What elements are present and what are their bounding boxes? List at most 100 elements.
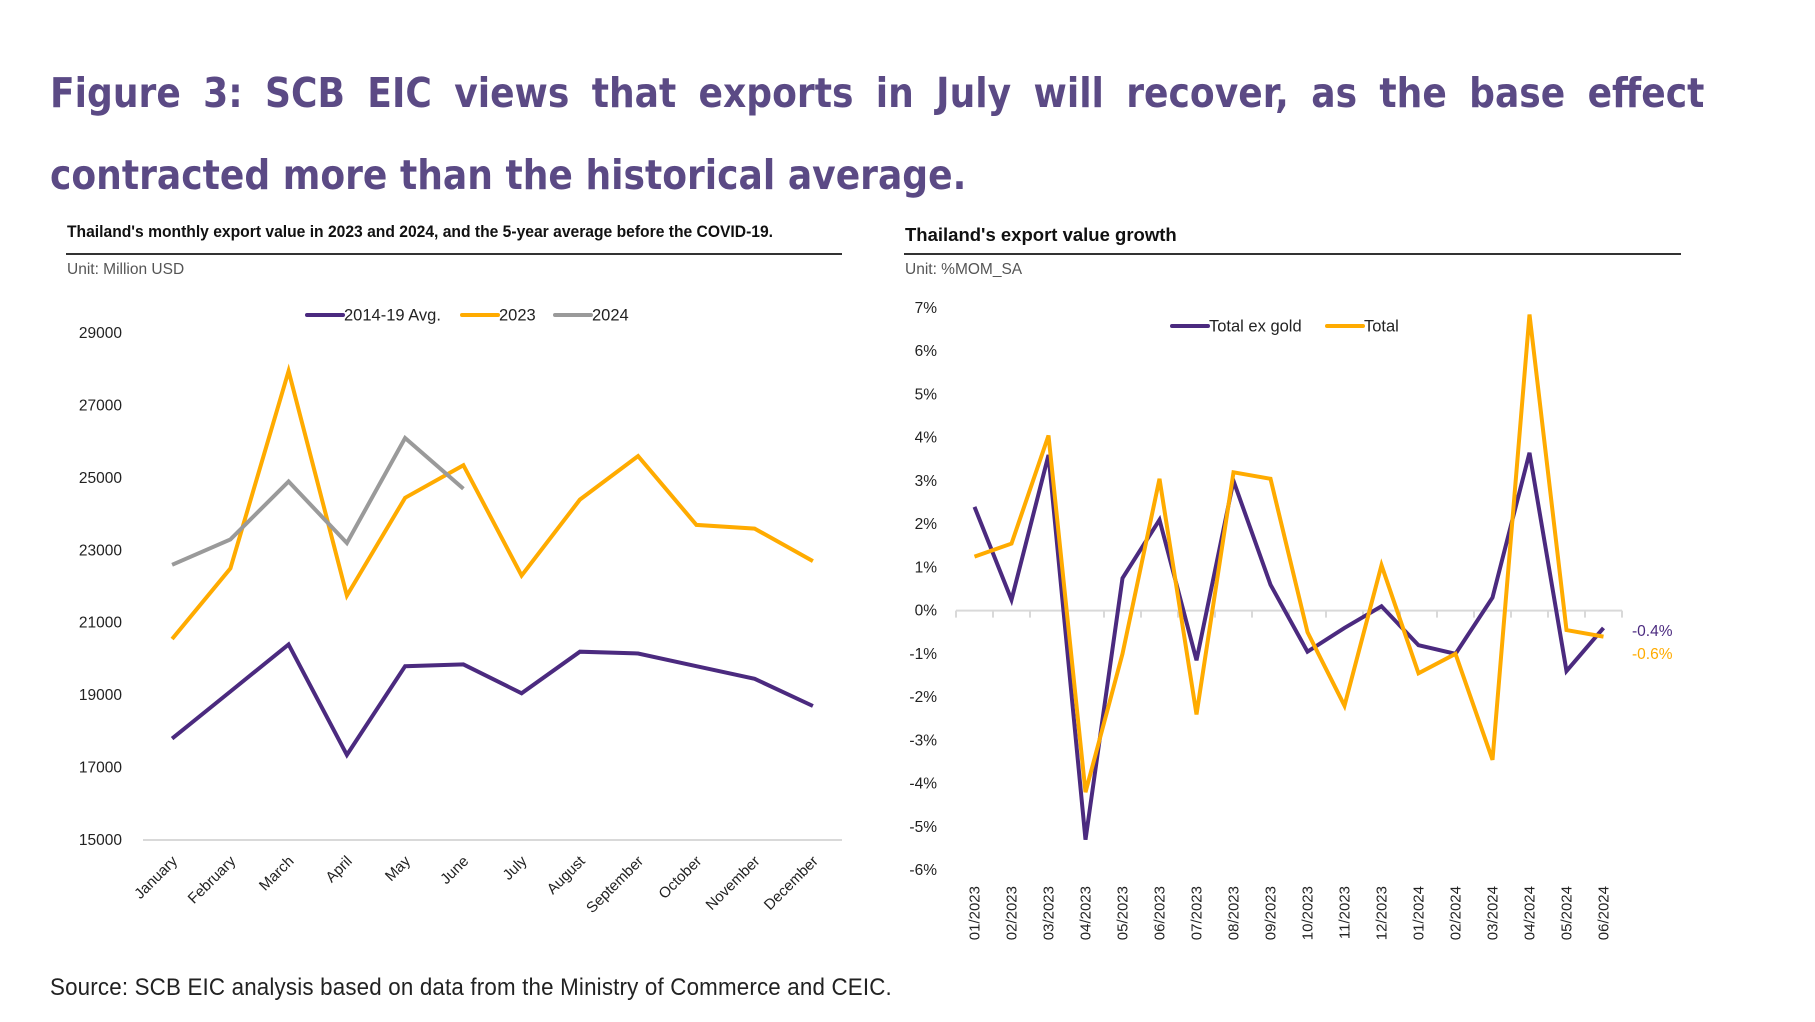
left-y-tick-label: 27000 [79,397,122,414]
right-data-point [1195,712,1199,716]
right-x-tick-label: 03/2023 [1041,886,1058,940]
right-data-point [1158,477,1162,481]
left-data-point [170,563,174,567]
left-x-tick-label: April [322,853,355,886]
figure-title: Figure 3: SCB EIC views that exports in … [50,69,1705,199]
right-data-point [1010,598,1014,602]
right-x-tick-label: 11/2023 [1337,886,1354,939]
left-data-point [403,496,407,500]
right-data-point [1528,312,1532,316]
right-end-label: -0.6% [1632,646,1673,663]
left-data-point [636,454,640,458]
right-data-point [1380,604,1384,608]
right-x-tick-label: 05/2024 [1559,886,1576,940]
left-data-point [228,690,232,694]
right-data-point [973,555,977,559]
right-x-tick-label: 04/2023 [1078,886,1095,940]
right-x-tick-label: 02/2024 [1448,886,1465,940]
left-data-point [228,537,232,541]
right-data-point [1084,838,1088,842]
left-data-point [811,704,815,708]
right-data-point [1380,563,1384,567]
right-data-point [1158,518,1162,522]
left-x-tick-label: October [655,853,705,903]
left-legend-label: 2024 [592,307,629,325]
left-x-tick-label: July [500,852,531,883]
right-y-tick-label: -3% [909,732,937,749]
right-y-tick-label: -4% [909,776,937,793]
right-series-line-total [973,314,1604,793]
right-x-tick-label: 07/2023 [1189,886,1206,940]
left-x-tick-label: August [544,852,590,898]
right-y-tick-label: 6% [915,343,938,360]
left-chart-group: 15000 17000 19000 21000 23000 25000 27000 29000… [79,307,842,917]
left-data-point [520,574,524,578]
right-x-tick-label: 08/2023 [1226,886,1243,940]
right-data-point [1528,451,1532,455]
right-data-point [1565,628,1569,632]
right-data-point [1232,470,1236,474]
right-series-line-total-ex-gold [972,452,1606,840]
left-data-point [403,664,407,668]
left-data-point [403,436,407,440]
right-data-point [1343,704,1347,708]
right-data-point [1047,434,1051,438]
left-data-point [578,498,582,502]
left-series-line-2023 [170,363,814,641]
left-y-tick-label: 29000 [79,325,122,342]
left-series-line-2024 [171,434,465,567]
right-data-point [1417,643,1421,647]
left-x-tick-label: September [583,853,647,917]
left-data-point [287,642,291,646]
right-x-tick-label: 06/2023 [1152,886,1169,940]
left-legend-label: 2014-19 Avg. [344,307,441,325]
left-data-point [694,523,698,527]
left-data-point [170,737,174,741]
right-chart-title-rule [904,253,1681,255]
right-y-tick-label: 3% [915,473,938,490]
right-data-point [1343,626,1347,630]
right-legend-label: Total ex gold [1209,318,1302,336]
left-x-tick-label: March [256,853,297,894]
left-data-point [287,369,291,373]
right-data-point [1306,650,1310,654]
left-x-tick-label: January [131,852,181,902]
right-data-point [1269,477,1273,481]
right-x-tick-label: 10/2023 [1300,886,1317,940]
left-x-tick-label: May [382,852,414,884]
right-x-tick-label: 02/2023 [1004,886,1021,940]
right-x-tick-label: 01/2024 [1411,886,1428,940]
left-legend-label: 2023 [499,307,536,325]
right-y-tick-label: 0% [915,603,938,620]
left-chart-title: Thailand's monthly export value in 2023 … [67,222,774,241]
right-data-point [1121,576,1125,580]
left-data-point [753,527,757,531]
left-data-point [170,637,174,641]
right-y-tick-label: 7% [915,300,938,317]
left-data-point [694,664,698,668]
left-chart-title-rule [66,253,842,255]
left-data-point [811,559,815,563]
left-x-tick-label: June [437,853,472,888]
left-data-point [461,463,465,467]
right-data-point [1306,630,1310,634]
left-y-tick-label: 25000 [79,470,122,487]
right-data-point [1491,758,1495,762]
source-note: Source: SCB EIC analysis based on data f… [50,974,892,1001]
right-x-tick-label: 06/2024 [1596,886,1613,940]
left-y-tick-label: 17000 [79,760,122,777]
right-x-tick-label: 01/2023 [967,886,984,940]
left-data-point [345,541,349,545]
right-data-point [973,505,977,509]
right-x-tick-label: 05/2023 [1115,886,1132,940]
right-y-tick-label: 2% [915,516,938,533]
right-data-point [1454,652,1458,656]
right-data-point [1084,790,1088,794]
left-x-tick-label: February [185,852,240,907]
left-x-tick-label: December [761,853,822,914]
right-y-tick-label: -1% [909,646,937,663]
left-y-tick-label: 15000 [79,832,122,849]
left-data-point [461,662,465,666]
left-data-point [636,651,640,655]
